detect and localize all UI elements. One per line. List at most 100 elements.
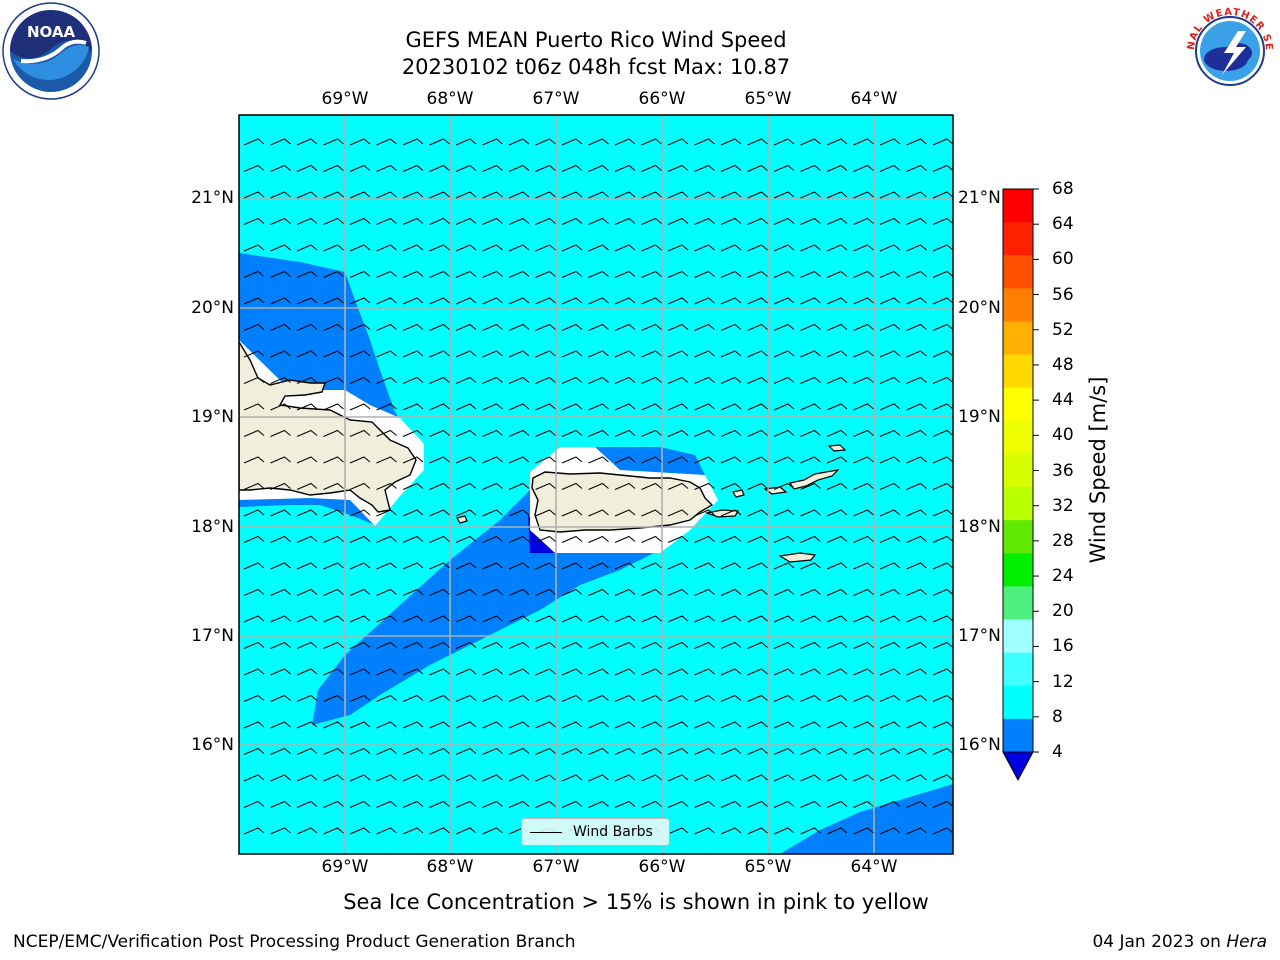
wind-barb (349, 191, 371, 199)
wind-barb (508, 138, 530, 146)
wind-barb (455, 217, 477, 225)
wind-barb (694, 800, 715, 808)
wind-barb (588, 535, 609, 543)
wind-barb (667, 376, 689, 384)
wind-barb (482, 164, 503, 172)
wind-barb (349, 244, 371, 252)
lat-label-left-18n: 18°N (191, 517, 234, 537)
wind-barb (508, 297, 530, 305)
wind-barb (323, 747, 344, 755)
wind-barb (879, 244, 901, 252)
wind-barb (482, 138, 503, 146)
wind-barb (906, 376, 927, 384)
wind-barb (720, 721, 742, 729)
wind-barb (641, 191, 662, 199)
wind-barb (773, 694, 795, 702)
wind-barb (535, 297, 556, 305)
wind-barb (243, 376, 265, 384)
wind-barb (720, 297, 742, 305)
wind-barb (243, 668, 265, 676)
wind-barb (296, 641, 318, 649)
wind-barb (720, 244, 742, 252)
wind-barb (243, 323, 265, 331)
wind-barb (402, 800, 424, 808)
wind-barb (429, 164, 450, 172)
wind-barb (826, 774, 848, 782)
wind-barb (349, 694, 371, 702)
wind-barb (641, 482, 662, 490)
wind-barb (694, 721, 715, 729)
wind-barb (429, 217, 450, 225)
wind-barb (853, 376, 874, 384)
wind-barb (243, 138, 265, 146)
wind-barb (773, 562, 795, 570)
wind-barb (376, 588, 397, 596)
wind-barb (376, 747, 397, 755)
wind-barb (482, 747, 503, 755)
wind-barb (614, 138, 636, 146)
chart-subtitle: 20230102 t06z 048h fcst Max: 10.87 (401, 55, 791, 79)
wind-barb (853, 456, 874, 464)
wind-barb (826, 164, 848, 172)
wind-barb (508, 721, 530, 729)
wind-barb (747, 747, 768, 755)
wind-barb (720, 588, 742, 596)
wind-barb (614, 694, 636, 702)
wind-barb (773, 350, 795, 358)
wind-barb (853, 323, 874, 331)
lon-label-top-69w: 69°W (321, 89, 369, 109)
wind-barb (879, 721, 901, 729)
wind-barb (455, 535, 477, 543)
wind-barb (800, 244, 821, 252)
wind-barb (879, 694, 901, 702)
colorbar-tick-label: 52 (1052, 319, 1074, 340)
wind-barb (508, 747, 530, 755)
wind-barb (906, 615, 927, 623)
wind-barb (535, 588, 556, 596)
wind-barb (376, 244, 397, 252)
wind-barb (747, 191, 768, 199)
wind-barb (853, 827, 874, 835)
wind-barb (747, 800, 768, 808)
wind-barb (270, 270, 291, 278)
wind-barb (773, 244, 795, 252)
wind-barb (349, 827, 371, 835)
lat-label-left-16n: 16°N (191, 735, 234, 755)
wind-barb (826, 482, 848, 490)
wind-barb (641, 456, 662, 464)
wind-barb (429, 800, 450, 808)
wind-barb (270, 747, 291, 755)
wind-barb (482, 323, 503, 331)
colorbar-segment (1003, 652, 1033, 687)
wind-barb (667, 774, 689, 782)
wind-barb (323, 138, 344, 146)
wind-barb (296, 164, 318, 172)
wind-barb (641, 164, 662, 172)
wind-barb (879, 456, 901, 464)
wind-barb (879, 509, 901, 517)
wind-barb (508, 668, 530, 676)
wind-barb (323, 641, 344, 649)
wind-barb (800, 827, 821, 835)
wind-barb (826, 694, 848, 702)
wind-barb (906, 562, 927, 570)
wind-barb (853, 721, 874, 729)
wind-barb (906, 641, 927, 649)
wind-barb (932, 588, 953, 596)
map-frame (238, 114, 954, 855)
wind-barb (402, 615, 424, 623)
wind-barb (667, 721, 689, 729)
wind-barb (773, 827, 795, 835)
wind-barb (667, 350, 689, 358)
wind-barb (270, 244, 291, 252)
wind-barb (482, 270, 503, 278)
wind-barb (720, 323, 742, 331)
wind-barb (561, 376, 583, 384)
wind-barb (826, 562, 848, 570)
wind-barb (800, 456, 821, 464)
wind-barb (429, 641, 450, 649)
wind-barb (932, 774, 953, 782)
wind-barb (614, 774, 636, 782)
wind-barb (535, 376, 556, 384)
wind-barb (243, 244, 265, 252)
